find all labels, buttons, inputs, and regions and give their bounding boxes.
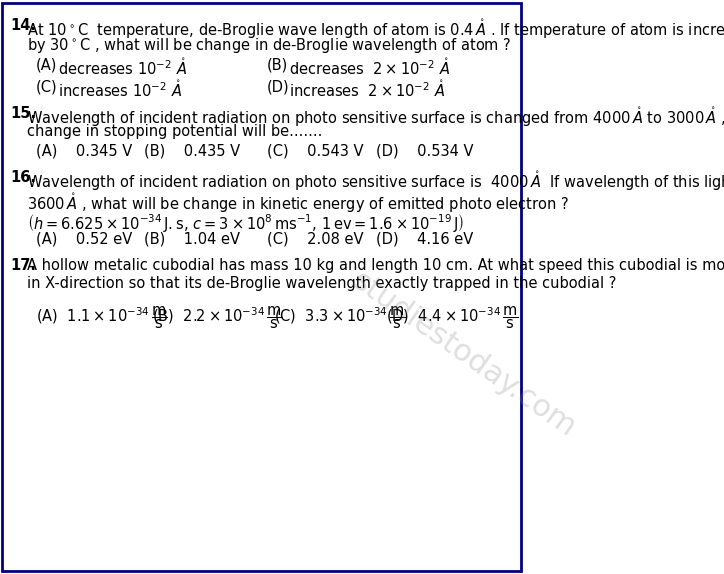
Text: increases  $2\times10^{-2}$ $\mathring{A}$: increases $2\times10^{-2}$ $\mathring{A}… xyxy=(289,80,445,100)
Text: $3600\,\mathring{A}$ , what will be change in kinetic energy of emitted photo el: $3600\,\mathring{A}$ , what will be chan… xyxy=(28,192,570,215)
Text: (A)    0.52 eV: (A) 0.52 eV xyxy=(36,232,132,247)
Text: 15.: 15. xyxy=(10,106,36,121)
Text: $\left(h = 6.625\times10^{-34}\,\mathrm{J.s},\, c = 3\times10^{8}\,\mathrm{ms}^{: $\left(h = 6.625\times10^{-34}\,\mathrm{… xyxy=(28,212,465,234)
Text: (C)  $3.3\times10^{-34}\,\dfrac{\mathrm{m}}{\mathrm{s}}$: (C) $3.3\times10^{-34}\,\dfrac{\mathrm{m… xyxy=(274,304,406,331)
Text: (A): (A) xyxy=(36,58,57,73)
Text: (C)    2.08 eV: (C) 2.08 eV xyxy=(267,232,363,247)
Text: increases $10^{-2}$ $\mathring{A}$: increases $10^{-2}$ $\mathring{A}$ xyxy=(58,80,182,100)
Text: studiestoday.com: studiestoday.com xyxy=(347,266,581,442)
Text: (D)  $4.4\times10^{-34}\,\dfrac{\mathrm{m}}{\mathrm{s}}$: (D) $4.4\times10^{-34}\,\dfrac{\mathrm{m… xyxy=(387,304,519,331)
Text: in X-direction so that its de-Broglie wavelength exactly trapped in the cubodial: in X-direction so that its de-Broglie wa… xyxy=(28,276,617,291)
Text: (B): (B) xyxy=(267,58,288,73)
Text: (A)  $1.1\times10^{-34}\,\dfrac{\mathrm{m}}{\mathrm{s}}$: (A) $1.1\times10^{-34}\,\dfrac{\mathrm{m… xyxy=(36,304,167,331)
Text: (A)    0.345 V: (A) 0.345 V xyxy=(36,144,132,159)
Text: Wavelength of incident radiation on photo sensitive surface is  $4000\,\mathring: Wavelength of incident radiation on phot… xyxy=(28,170,724,193)
Text: decreases $10^{-2}$ $\mathring{A}$: decreases $10^{-2}$ $\mathring{A}$ xyxy=(58,58,187,79)
Text: 14.: 14. xyxy=(10,18,36,33)
Text: A hollow metalic cubodial has mass 10 kg and length 10 cm. At what speed this cu: A hollow metalic cubodial has mass 10 kg… xyxy=(28,258,724,273)
Text: (B)  $2.2\times10^{-34}\,\dfrac{\mathrm{m}}{\mathrm{s}}$: (B) $2.2\times10^{-34}\,\dfrac{\mathrm{m… xyxy=(151,304,282,331)
Text: (D)    0.534 V: (D) 0.534 V xyxy=(376,144,473,159)
Text: 17.: 17. xyxy=(10,258,36,273)
Text: (C): (C) xyxy=(36,80,58,95)
Text: 16.: 16. xyxy=(10,170,36,185)
Text: decreases  $2\times10^{-2}$ $\mathring{A}$: decreases $2\times10^{-2}$ $\mathring{A}… xyxy=(289,58,450,79)
Text: (B)    0.435 V: (B) 0.435 V xyxy=(144,144,240,159)
Text: Wavelength of incident radiation on photo sensitive surface is changed from $400: Wavelength of incident radiation on phot… xyxy=(28,106,724,130)
Text: (D)    4.16 eV: (D) 4.16 eV xyxy=(376,232,473,247)
Text: change in stopping potential will be.......: change in stopping potential will be....… xyxy=(28,124,323,139)
FancyBboxPatch shape xyxy=(2,3,521,571)
Text: by $30^\circ$C , what will be change in de-Broglie wavelength of atom ?: by $30^\circ$C , what will be change in … xyxy=(28,36,512,55)
Text: At $10^\circ$C  temperature, de-Broglie wave length of atom is $0.4\,\mathring{A: At $10^\circ$C temperature, de-Broglie w… xyxy=(28,18,724,41)
Text: (B)    1.04 eV: (B) 1.04 eV xyxy=(144,232,240,247)
Text: (D): (D) xyxy=(267,80,290,95)
Text: (C)    0.543 V: (C) 0.543 V xyxy=(267,144,363,159)
